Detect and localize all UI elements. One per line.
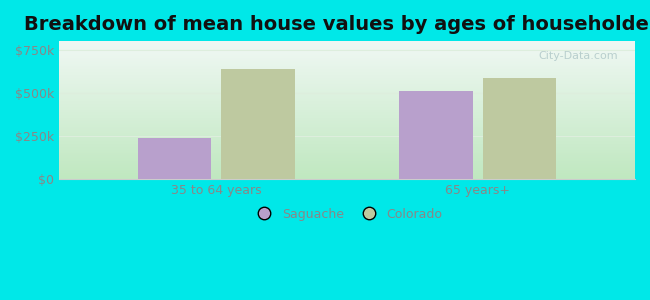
Bar [399, 91, 473, 179]
Bar [138, 138, 211, 179]
Bar [483, 78, 556, 179]
Bar [222, 69, 294, 179]
Legend: Saguache, Colorado: Saguache, Colorado [247, 203, 447, 226]
Bar [138, 138, 211, 179]
Bar [222, 69, 294, 179]
Bar [483, 78, 556, 179]
Title: Breakdown of mean house values by ages of householders: Breakdown of mean house values by ages o… [24, 15, 650, 34]
Text: City-Data.com: City-Data.com [538, 51, 617, 61]
Bar [399, 91, 473, 179]
